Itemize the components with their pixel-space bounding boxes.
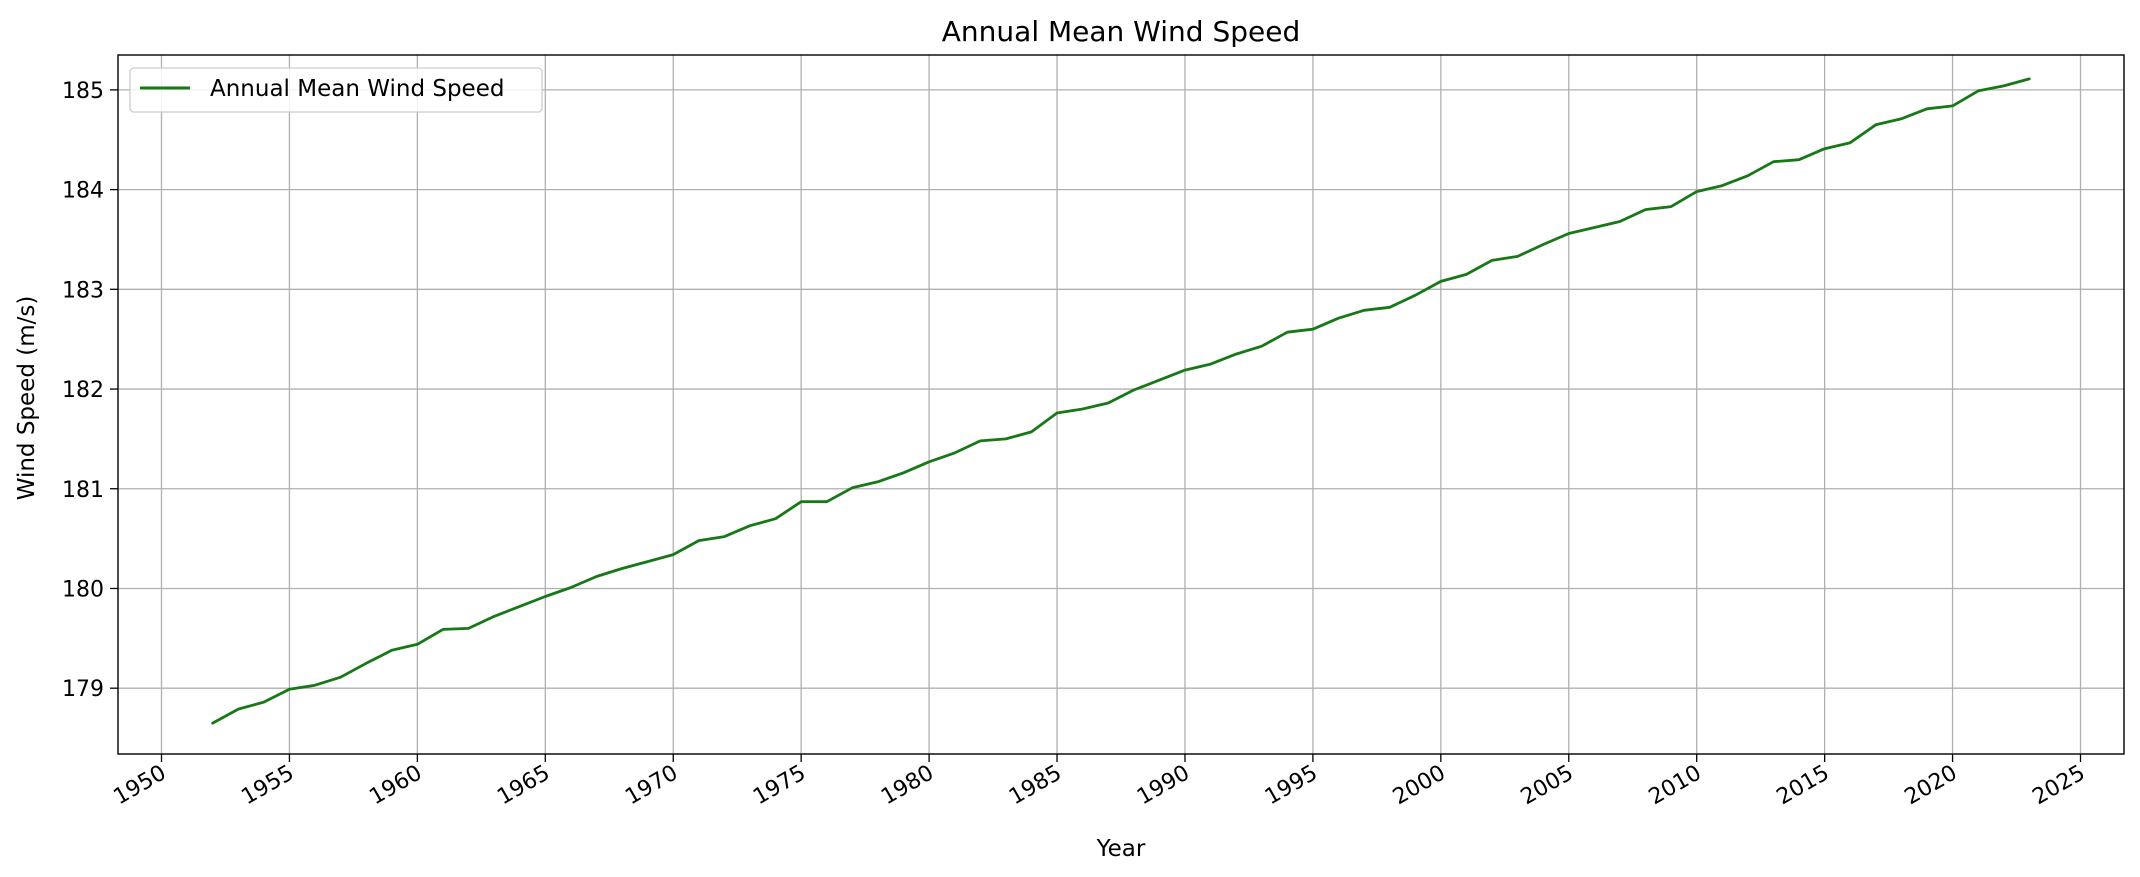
plot-frame <box>117 54 2125 755</box>
series-line <box>211 77 2031 725</box>
y-tick-label: 179 <box>62 677 104 702</box>
y-tick-label: 184 <box>62 179 104 204</box>
legend-box <box>129 67 543 113</box>
y-tick-label: 182 <box>62 378 104 403</box>
legend-label: Annual Mean Wind Speed <box>210 76 504 102</box>
data-series <box>211 77 2031 725</box>
y-tick-label: 185 <box>62 79 104 104</box>
y-axis-label: Wind Speed (m/s) <box>14 296 40 501</box>
chart-title: Annual Mean Wind Speed <box>942 15 1300 48</box>
legend: Annual Mean Wind Speed <box>129 67 543 113</box>
y-tick-label: 180 <box>62 577 104 602</box>
x-axis-label: Year <box>1096 836 1146 862</box>
y-axis: 179 180 181 182 183 184 185 <box>62 79 118 702</box>
grid-lines <box>118 55 2124 754</box>
y-tick-label: 181 <box>62 478 104 503</box>
y-tick-label: 183 <box>62 278 104 303</box>
